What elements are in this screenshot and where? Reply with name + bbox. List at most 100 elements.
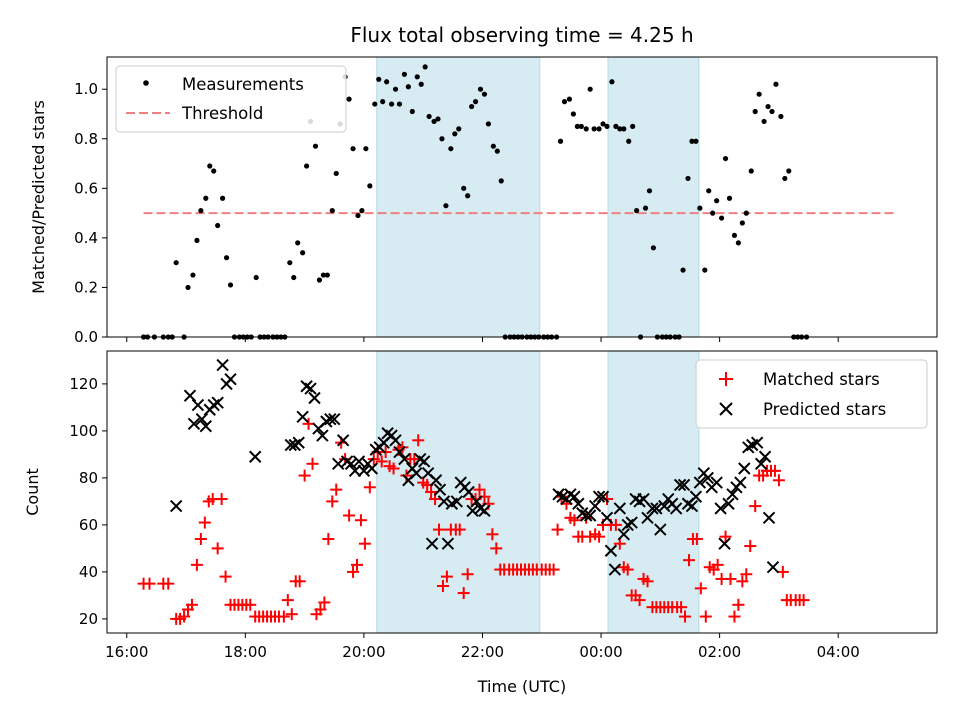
- x-tick-label: 00:00: [579, 643, 622, 661]
- predicted-star-marker: [572, 497, 585, 510]
- marker-stroke: [766, 560, 780, 574]
- matched-star-marker: [347, 565, 360, 578]
- predicted-star-marker: [608, 563, 622, 576]
- predicted-star-marker: [669, 502, 683, 515]
- predicted-star-marker: [195, 412, 209, 426]
- matched-star-marker: [486, 528, 499, 541]
- marker-stroke: [437, 495, 451, 508]
- predicted-star-marker: [470, 495, 483, 508]
- matched-star-marker: [285, 608, 298, 621]
- predicted-star-marker: [328, 412, 341, 426]
- predicted-star-marker: [425, 537, 439, 550]
- marker-stroke: [344, 457, 358, 471]
- matched-star-marker: [740, 568, 753, 581]
- measurement-point: [173, 260, 179, 266]
- predicted-star-marker: [625, 516, 638, 529]
- y-tick-label: 120: [69, 375, 98, 393]
- marker-stroke: [478, 504, 491, 518]
- predicted-star-marker: [441, 537, 455, 550]
- predicted-star-marker: [617, 528, 630, 541]
- predicted-star-marker: [750, 436, 764, 449]
- measurement-point: [786, 168, 792, 174]
- predicted-star-marker: [437, 495, 451, 508]
- marker-stroke: [389, 434, 402, 447]
- marker-stroke: [689, 490, 703, 503]
- marker-stroke: [758, 450, 772, 463]
- marker-stroke: [646, 502, 659, 515]
- measurement-point: [617, 126, 623, 132]
- predicted-star-marker: [677, 478, 691, 492]
- measurement-point: [626, 138, 632, 144]
- matched-star-marker: [675, 601, 688, 614]
- measurement-point: [316, 277, 323, 283]
- legend-threshold-label: Threshold: [181, 104, 263, 123]
- marker-stroke: [398, 452, 411, 466]
- measurement-point: [752, 108, 758, 115]
- matched-star-marker: [194, 533, 207, 545]
- measurement-point: [443, 203, 449, 209]
- predicted-star-marker: [211, 396, 224, 409]
- marker-stroke: [564, 488, 577, 501]
- marker-stroke: [441, 537, 455, 550]
- matched-star-marker: [711, 558, 724, 571]
- measurement-point: [634, 208, 640, 214]
- measurement-point: [253, 274, 259, 281]
- measurement-point: [680, 267, 686, 273]
- measurement-point: [773, 81, 779, 87]
- marker-stroke: [685, 499, 699, 513]
- predicted-star-marker: [417, 455, 431, 468]
- marker-stroke: [183, 389, 197, 402]
- predicted-star-marker: [284, 438, 297, 452]
- marker-stroke: [669, 502, 683, 515]
- matched-star-marker: [219, 570, 232, 583]
- measurement-point: [396, 101, 403, 107]
- measurement-point: [320, 272, 326, 278]
- ratio-panel: 0.0 0.2 0.4 0.6 0.8 1.0 Matched/Predicted sta…: [29, 56, 938, 346]
- marker-stroke: [393, 445, 406, 459]
- predicted-star-marker: [348, 464, 362, 478]
- matched-star-marker: [568, 514, 581, 527]
- count-legend-box: [695, 359, 928, 429]
- predicted-star-marker: [600, 511, 614, 525]
- x-axis-label: Time (UTC): [477, 677, 566, 696]
- y-tick-label: 100: [69, 422, 98, 440]
- measurement-point: [367, 183, 373, 189]
- predicted-star-marker: [693, 476, 707, 489]
- x-tick-label: 20:00: [342, 643, 385, 661]
- predicted-star-marker: [199, 419, 213, 433]
- matched-star-marker: [244, 598, 257, 611]
- marker-stroke: [726, 488, 739, 501]
- measurement-point: [604, 123, 610, 129]
- measurement-point: [600, 121, 606, 127]
- marker-stroke: [284, 438, 297, 452]
- measurement-point: [333, 170, 339, 177]
- predicted-star-marker: [685, 499, 699, 513]
- x-tick-label: 16:00: [105, 643, 148, 661]
- predicted-star-marker: [224, 372, 237, 386]
- measurement-point: [739, 220, 745, 226]
- matched-star-marker: [641, 575, 654, 588]
- matched-star-marker: [143, 577, 156, 590]
- x-tick-label: 22:00: [461, 643, 504, 661]
- y-tick-label: 0.6: [74, 179, 98, 197]
- measurement-point: [431, 118, 437, 125]
- predicted-star-marker: [410, 466, 423, 480]
- chart-title: Flux total observing time = 4.25 h: [350, 23, 693, 47]
- marker-stroke: [658, 499, 671, 513]
- measurement-point: [190, 272, 196, 278]
- measurement-point: [456, 126, 462, 132]
- measurement-point: [223, 255, 230, 261]
- matched-star-marker: [318, 596, 331, 609]
- measurement-point: [355, 212, 361, 219]
- matched-star-marker: [621, 563, 634, 576]
- measurement-point: [291, 274, 297, 281]
- matched-star-marker: [322, 533, 335, 545]
- matched-star-marker: [185, 598, 198, 611]
- measurement-point: [211, 168, 217, 174]
- measurement-point: [714, 198, 720, 204]
- marker-stroke: [187, 417, 201, 431]
- predicted-star-marker: [183, 389, 197, 402]
- marker-stroke: [738, 462, 751, 475]
- predicted-star-marker: [389, 434, 402, 447]
- measurement-point: [409, 108, 415, 115]
